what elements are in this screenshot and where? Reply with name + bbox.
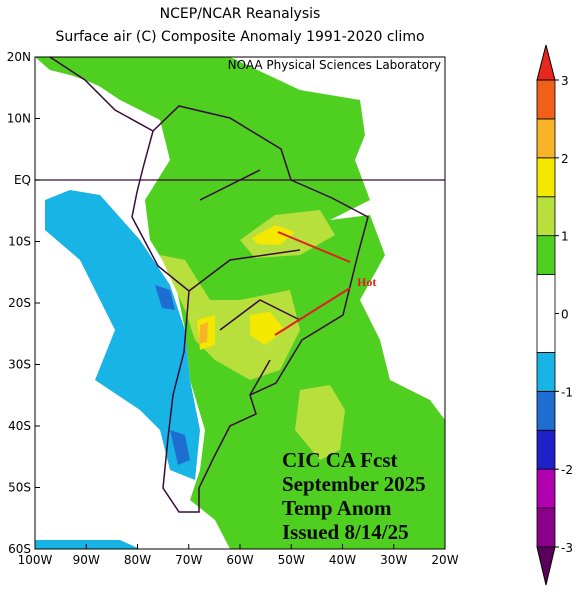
note-line: CIC CA Fcst (282, 448, 398, 472)
arrow (274, 287, 351, 336)
colorbar-label: -1 (561, 385, 573, 399)
colorbar-label: 3 (561, 74, 569, 88)
colorbar-label: 2 (561, 152, 569, 166)
color-band (536, 157, 556, 198)
lat-label: 30S (8, 358, 31, 372)
cyan-anomaly (45, 190, 200, 480)
yellow-anomaly (197, 312, 285, 350)
under-triangle (536, 546, 556, 586)
credit: NOAA Physical Sciences Laboratory (228, 58, 441, 72)
color-band (536, 468, 556, 509)
color-band (536, 118, 556, 159)
lat-label: 60S (8, 542, 31, 556)
color-band (536, 79, 556, 120)
map: NOAA Physical Sciences Laboratory Hot (34, 56, 446, 550)
lon-label: 20W (431, 553, 458, 567)
lon-label: 70W (175, 553, 202, 567)
lat-label: 40S (8, 419, 31, 433)
note-line: Temp Anom (282, 496, 392, 520)
lon-label: 80W (124, 553, 151, 567)
note-line: September 2025 (282, 472, 426, 496)
colorbar-label: -3 (561, 541, 573, 555)
lon-label: 100W (18, 553, 53, 567)
note-line: Issued 8/14/25 (282, 520, 409, 544)
arrow (277, 231, 351, 263)
lon-label: 40W (329, 553, 356, 567)
subtitle: Surface air (C) Composite Anomaly 1991-2… (55, 29, 424, 45)
lat-label: 10N (7, 112, 31, 126)
color-band (536, 235, 556, 275)
blue-anomaly (155, 285, 190, 465)
lon-labels: 100W 90W 80W 70W 60W 50W 40W 30W 20W (18, 544, 459, 567)
lon-label: 90W (73, 553, 100, 567)
lat-label: 10S (8, 235, 31, 249)
color-band (536, 390, 556, 431)
lon-label: 60W (226, 553, 253, 567)
title: NCEP/NCAR Reanalysis (160, 6, 321, 22)
lat-label: EQ (14, 173, 31, 187)
orange-anomaly (199, 322, 208, 344)
cyan-anomaly (35, 540, 140, 549)
hot-label: Hot (357, 275, 376, 289)
yellow-anomaly (252, 225, 295, 245)
color-band (536, 352, 556, 392)
color-band (536, 274, 556, 353)
coastline (49, 56, 369, 513)
lat-label: 50S (8, 481, 31, 495)
colorbar-label: 1 (561, 230, 569, 244)
lat-label: 20N (7, 50, 31, 64)
colorbar-label: 0 (561, 308, 569, 322)
lat-labels: 20N 10N EQ 10S 20S 30S 40S 50S 60S (7, 50, 40, 556)
color-band (536, 196, 556, 237)
lon-label: 50W (278, 553, 305, 567)
yellowgreen-anomaly (295, 385, 345, 460)
colorbar-label: -2 (561, 463, 573, 477)
lat-label: 20S (8, 296, 31, 310)
over-triangle (536, 44, 556, 81)
color-band (536, 507, 556, 548)
colorbar: 3 2 1 0 -1 -2 -3 (536, 44, 573, 586)
color-band (536, 429, 556, 470)
lon-label: 30W (380, 553, 407, 567)
